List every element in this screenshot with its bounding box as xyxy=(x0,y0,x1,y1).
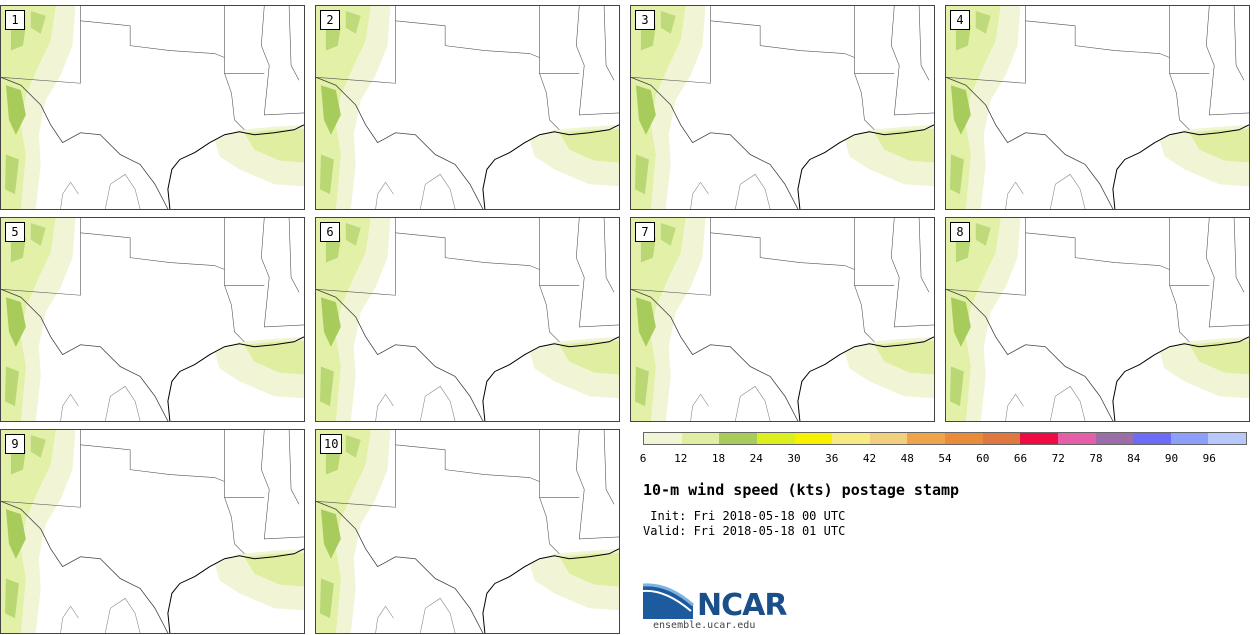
colorbar-swatch xyxy=(756,433,795,444)
chart-title: 10-m wind speed (kts) postage stamp xyxy=(643,481,960,499)
wind-speed-map xyxy=(316,6,619,209)
wind-speed-map xyxy=(1,430,304,633)
map-panel[interactable]: 6 xyxy=(315,217,620,422)
colorbar-label: 78 xyxy=(1089,452,1103,465)
colorbar-swatch xyxy=(1170,433,1209,444)
colorbar-swatch xyxy=(982,433,1021,444)
colorbar-label: 72 xyxy=(1051,452,1065,465)
map-panel[interactable]: 4 xyxy=(945,5,1250,210)
colorbar-swatch xyxy=(719,433,757,444)
colorbar xyxy=(643,432,1247,445)
colorbar-label: 36 xyxy=(825,452,839,465)
member-number: 10 xyxy=(320,434,343,454)
wind-speed-map xyxy=(631,218,934,421)
colorbar-label: 84 xyxy=(1127,452,1141,465)
ncar-logo xyxy=(643,583,694,619)
member-number: 4 xyxy=(950,10,970,30)
wind-speed-map xyxy=(1,218,304,421)
member-number: 2 xyxy=(320,10,340,30)
wind-speed-map xyxy=(631,6,934,209)
member-number: 1 xyxy=(5,10,25,30)
wind-speed-map xyxy=(316,430,619,633)
colorbar-label: 66 xyxy=(1013,452,1028,465)
member-number: 5 xyxy=(5,222,25,242)
colorbar-label: 96 xyxy=(1202,452,1216,465)
colorbar-label: 60 xyxy=(976,452,990,465)
colorbar-label: 6 xyxy=(639,452,647,465)
colorbar-swatch xyxy=(644,433,682,444)
map-panel[interactable]: 1 xyxy=(0,5,305,210)
wind-speed-map xyxy=(316,218,619,421)
wind-speed-map xyxy=(946,218,1249,421)
map-panel[interactable]: 3 xyxy=(630,5,935,210)
colorbar-label: 30 xyxy=(787,452,801,465)
colorbar-swatch xyxy=(1057,433,1096,444)
member-number: 6 xyxy=(320,222,340,242)
colorbar-swatch xyxy=(1208,433,1246,444)
wind-speed-map xyxy=(1,6,304,209)
colorbar-label: 54 xyxy=(938,452,952,465)
member-number: 8 xyxy=(950,222,970,242)
colorbar-swatch xyxy=(794,433,833,444)
map-panel[interactable]: 9 xyxy=(0,429,305,634)
colorbar-label: 24 xyxy=(749,452,763,465)
colorbar-label: 12 xyxy=(674,452,688,465)
colorbar-swatch xyxy=(681,433,720,444)
colorbar-swatch xyxy=(832,433,870,444)
colorbar-swatch xyxy=(945,433,983,444)
map-panel[interactable]: 2 xyxy=(315,5,620,210)
map-panel[interactable]: 8 xyxy=(945,217,1250,422)
colorbar-label: 18 xyxy=(711,452,726,465)
footer-url: ensemble.ucar.edu xyxy=(653,620,756,631)
colorbar-labels: 6 12 18 24 30 36 42 48 54 60 66 72 78 84 90 96 xyxy=(639,452,1247,466)
colorbar-swatch xyxy=(869,433,908,444)
valid-time: Valid: Fri 2018-05-18 01 UTC xyxy=(643,524,846,538)
colorbar-label: 48 xyxy=(900,452,914,465)
map-panel[interactable]: 10 xyxy=(315,429,620,634)
init-time: Init: Fri 2018-05-18 00 UTC xyxy=(643,509,846,523)
member-number: 9 xyxy=(5,434,25,454)
ncar-logo-text: NCAR xyxy=(697,588,787,623)
colorbar-label: 42 xyxy=(862,452,877,465)
colorbar-label: 90 xyxy=(1164,452,1179,465)
colorbar-swatch xyxy=(1095,433,1134,444)
wind-speed-map xyxy=(946,6,1249,209)
map-panel[interactable]: 7 xyxy=(630,217,935,422)
member-number: 7 xyxy=(635,222,655,242)
colorbar-swatch xyxy=(1020,433,1058,444)
map-panel[interactable]: 5 xyxy=(0,217,305,422)
member-number: 3 xyxy=(635,10,655,30)
colorbar-swatch xyxy=(1133,433,1171,444)
colorbar-swatch xyxy=(907,433,945,444)
